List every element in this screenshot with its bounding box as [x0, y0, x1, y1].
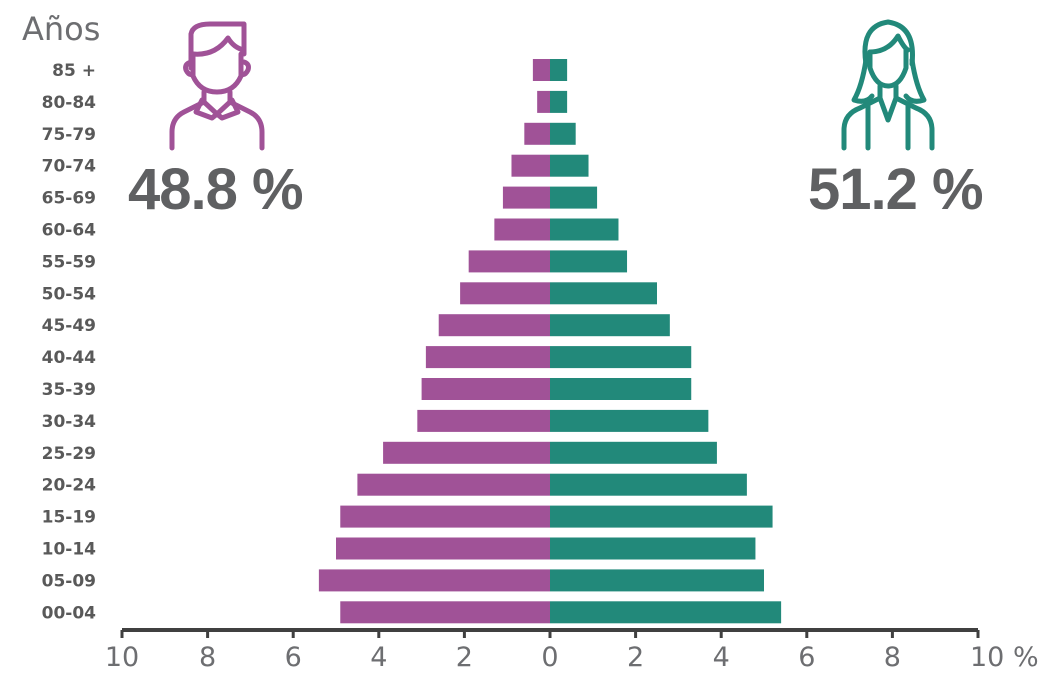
- x-tick-label: 8: [884, 642, 901, 673]
- bar-left: [537, 90, 550, 113]
- bar-right: [550, 186, 598, 209]
- bar-right: [550, 601, 782, 624]
- bar-left: [438, 314, 550, 337]
- bar-left: [502, 186, 550, 209]
- bar-left: [318, 569, 550, 592]
- x-tick-label: 0: [541, 642, 558, 673]
- bar-left: [421, 378, 550, 400]
- category-label: 40-44: [42, 348, 97, 368]
- bar-left: [468, 250, 550, 273]
- x-tick-label: 2: [627, 642, 644, 673]
- x-tick-label: 10: [105, 642, 139, 673]
- bar-right: [550, 346, 692, 369]
- category-label: 65-69: [42, 189, 96, 209]
- male-percentage: 48.8 %: [128, 157, 304, 222]
- category-label: 85 +: [52, 61, 96, 81]
- category-label: 30-34: [42, 412, 97, 432]
- bar-left: [383, 441, 550, 464]
- bar-left: [336, 537, 550, 560]
- bar-left: [532, 59, 550, 81]
- bar-right: [550, 441, 717, 464]
- x-tick-label: 10 %: [970, 642, 1039, 673]
- x-tick-label: 6: [285, 642, 302, 673]
- bar-right: [550, 378, 692, 400]
- woman-icon: [832, 16, 944, 156]
- x-tick-label: 6: [798, 642, 815, 673]
- bar-left: [460, 282, 550, 305]
- bar-right: [550, 473, 747, 496]
- category-label: 50-54: [42, 284, 97, 304]
- bar-right: [550, 569, 764, 592]
- bar-right: [550, 282, 657, 305]
- category-label: 20-24: [42, 476, 97, 496]
- bar-left: [494, 218, 550, 241]
- category-label: 70-74: [42, 157, 97, 177]
- bar-right: [550, 505, 773, 528]
- x-tick-label: 8: [199, 642, 216, 673]
- y-axis-title: Años: [22, 10, 101, 48]
- category-label: 10-14: [42, 540, 97, 560]
- bar-left: [524, 122, 550, 145]
- bar-right: [550, 314, 670, 337]
- x-tick-label: 4: [713, 642, 730, 673]
- bar-right: [550, 250, 628, 273]
- bar-left: [511, 154, 550, 177]
- category-label: 05-09: [42, 571, 96, 591]
- x-tick-label: 2: [456, 642, 473, 673]
- female-percentage: 51.2 %: [808, 157, 984, 222]
- category-label: 00-04: [42, 603, 97, 623]
- bar-right: [550, 537, 756, 560]
- bar-left: [417, 409, 550, 432]
- bar-left: [340, 505, 550, 528]
- bar-right: [550, 154, 589, 177]
- category-label: 55-59: [42, 252, 96, 272]
- bar-right: [550, 218, 619, 241]
- bar-right: [550, 59, 568, 81]
- bar-right: [550, 409, 709, 432]
- man-icon: [160, 16, 272, 156]
- x-tick-label: 4: [370, 642, 387, 673]
- category-label: 15-19: [42, 508, 96, 528]
- category-label: 35-39: [42, 380, 96, 400]
- category-label: 60-64: [42, 221, 97, 241]
- bar-right: [550, 90, 568, 113]
- category-label: 45-49: [42, 316, 96, 336]
- category-label: 75-79: [42, 125, 96, 145]
- bar-left: [357, 473, 550, 496]
- bar-left: [425, 346, 550, 369]
- bar-left: [340, 601, 550, 624]
- bar-right: [550, 122, 576, 145]
- category-label: 80-84: [42, 93, 97, 113]
- category-label: 25-29: [42, 444, 96, 464]
